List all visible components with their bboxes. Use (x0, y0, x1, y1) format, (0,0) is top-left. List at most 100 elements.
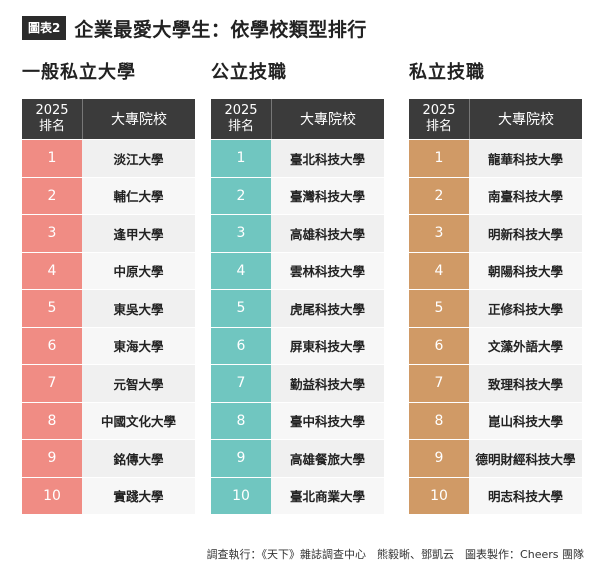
school-cell: 虎尾科技大學 (271, 290, 384, 327)
table-row: 2 輔仁大學 (22, 176, 195, 214)
table-header: 2025 排名 大專院校 (211, 99, 384, 139)
column-title-general-private: 一般私立大學 (22, 62, 136, 83)
school-cell: 臺北科技大學 (271, 140, 384, 177)
table-header: 2025 排名 大專院校 (22, 99, 195, 139)
rank-cell: 5 (22, 290, 82, 327)
table-row: 8 崑山科技大學 (409, 401, 582, 439)
table-row: 10 實踐大學 (22, 476, 195, 514)
rank-cell: 5 (211, 290, 271, 327)
school-cell: 明新科技大學 (469, 215, 582, 252)
rank-header-label: 排名 (425, 119, 452, 134)
table-row: 5 虎尾科技大學 (211, 289, 384, 327)
rank-cell: 8 (211, 402, 271, 439)
school-cell: 明志科技大學 (469, 477, 582, 514)
rank-header: 2025 排名 (22, 99, 83, 139)
figure-number-badge: 圖表2 (22, 16, 67, 40)
rank-header: 2025 排名 (409, 99, 470, 139)
rank-cell: 2 (211, 177, 271, 214)
school-cell: 屏東科技大學 (271, 327, 384, 364)
table-row: 10 臺北商業大學 (211, 476, 384, 514)
table-row: 6 文藻外語大學 (409, 326, 582, 364)
rank-cell: 7 (409, 365, 469, 402)
rank-cell: 1 (211, 140, 271, 177)
school-cell: 中國文化大學 (82, 402, 195, 439)
school-cell: 淡江大學 (82, 140, 195, 177)
school-cell: 龍華科技大學 (469, 140, 582, 177)
rank-cell: 10 (22, 477, 82, 514)
school-cell: 臺灣科技大學 (271, 177, 384, 214)
table-row: 9 德明財經科技大學 (409, 439, 582, 477)
table-row: 9 銘傳大學 (22, 439, 195, 477)
school-header: 大專院校 (498, 112, 554, 128)
table-row: 2 南臺科技大學 (409, 176, 582, 214)
table-row: 2 臺灣科技大學 (211, 176, 384, 214)
school-cell: 勤益科技大學 (271, 365, 384, 402)
table-row: 7 致理科技大學 (409, 364, 582, 402)
rank-header-label: 排名 (227, 119, 254, 134)
school-cell: 東海大學 (82, 327, 195, 364)
school-cell: 高雄科技大學 (271, 215, 384, 252)
table-row: 8 中國文化大學 (22, 401, 195, 439)
table-row: 3 高雄科技大學 (211, 214, 384, 252)
rank-cell: 8 (22, 402, 82, 439)
school-cell: 朝陽科技大學 (469, 252, 582, 289)
table-row: 8 臺中科技大學 (211, 401, 384, 439)
rank-cell: 4 (211, 252, 271, 289)
school-cell: 逢甲大學 (82, 215, 195, 252)
rank-cell: 4 (409, 252, 469, 289)
rank-header-year: 2025 (224, 103, 258, 118)
table-row: 6 東海大學 (22, 326, 195, 364)
rank-cell: 3 (211, 215, 271, 252)
column-title-private-tech: 私立技職 (409, 62, 485, 83)
column-title-public-tech: 公立技職 (211, 62, 287, 83)
rank-cell: 9 (22, 440, 82, 477)
rank-cell: 7 (211, 365, 271, 402)
table-row: 4 朝陽科技大學 (409, 251, 582, 289)
table-row: 10 明志科技大學 (409, 476, 582, 514)
table-row: 9 高雄餐旅大學 (211, 439, 384, 477)
table-row: 1 龍華科技大學 (409, 139, 582, 177)
rank-header-year: 2025 (422, 103, 456, 118)
school-cell: 雲林科技大學 (271, 252, 384, 289)
table-header: 2025 排名 大專院校 (409, 99, 582, 139)
table-row: 4 雲林科技大學 (211, 251, 384, 289)
rank-cell: 6 (22, 327, 82, 364)
school-cell: 東吳大學 (82, 290, 195, 327)
school-cell: 實踐大學 (82, 477, 195, 514)
school-cell: 正修科技大學 (469, 290, 582, 327)
school-cell: 臺中科技大學 (271, 402, 384, 439)
rank-cell: 7 (22, 365, 82, 402)
rank-header-label: 排名 (38, 119, 65, 134)
rank-cell: 8 (409, 402, 469, 439)
rank-header: 2025 排名 (211, 99, 272, 139)
table-row: 1 淡江大學 (22, 139, 195, 177)
rank-cell: 1 (409, 140, 469, 177)
school-cell: 文藻外語大學 (469, 327, 582, 364)
school-header: 大專院校 (300, 112, 356, 128)
figure-title: 企業最愛大學生：依學校類型排行 (74, 18, 367, 41)
rank-cell: 6 (409, 327, 469, 364)
table-row: 1 臺北科技大學 (211, 139, 384, 177)
school-cell: 銘傳大學 (82, 440, 195, 477)
column-private-tech: 私立技職 2025 排名 大專院校 1 龍華科技大學 2 南臺科技大學 3 明新科技大學 4 朝陽科技… (409, 62, 582, 514)
rank-cell: 9 (211, 440, 271, 477)
school-cell: 元智大學 (82, 365, 195, 402)
figure-header: 圖表2 企業最愛大學生：依學校類型排行 (22, 15, 367, 41)
rank-cell: 5 (409, 290, 469, 327)
rank-cell: 3 (409, 215, 469, 252)
school-cell: 南臺科技大學 (469, 177, 582, 214)
school-cell: 致理科技大學 (469, 365, 582, 402)
rank-header-year: 2025 (35, 103, 69, 118)
rank-cell: 1 (22, 140, 82, 177)
rank-cell: 10 (409, 477, 469, 514)
school-header: 大專院校 (111, 112, 167, 128)
table-row: 5 東吳大學 (22, 289, 195, 327)
rank-cell: 9 (409, 440, 469, 477)
source-credit: 調查執行：《天下》雜誌調查中心 熊毅晰、鄧凱云 圖表製作：Cheers 團隊 (206, 548, 584, 561)
column-general-private: 一般私立大學 2025 排名 大專院校 1 淡江大學 2 輔仁大學 3 逢甲大學 4 中原大學 5 東吳大… (22, 62, 195, 514)
rank-cell: 10 (211, 477, 271, 514)
table-row: 4 中原大學 (22, 251, 195, 289)
rank-cell: 2 (409, 177, 469, 214)
school-cell: 臺北商業大學 (271, 477, 384, 514)
table-row: 7 元智大學 (22, 364, 195, 402)
